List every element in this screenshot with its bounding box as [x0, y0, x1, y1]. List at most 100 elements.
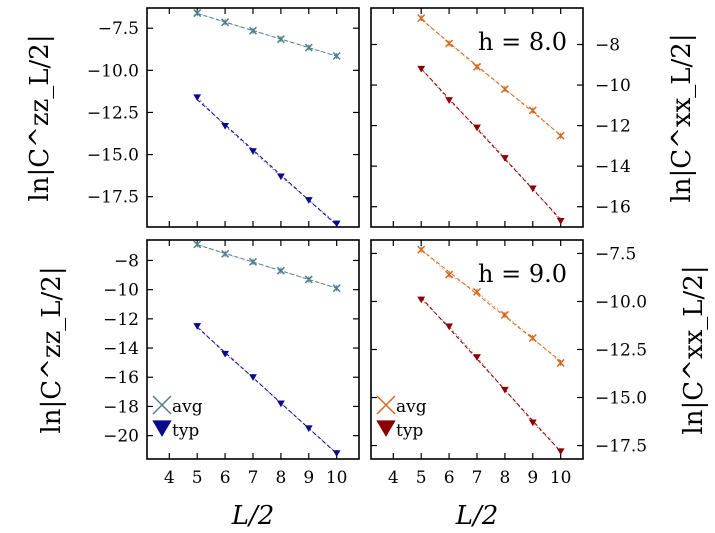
ytick-label-bottom-left-6: −8 [114, 251, 139, 271]
ylabel-right-top: ln|C^xx_L/2| [667, 33, 697, 202]
series-line-bottom-right-avg [420, 249, 561, 364]
xtick-label-bottom-left-9: 9 [303, 468, 314, 488]
point-bottom-right-avg-9 [528, 333, 537, 343]
point-bottom-right-typ-5 [417, 296, 426, 304]
ytick-label-top-right-0: −16 [595, 198, 631, 218]
xtick-label-bottom-right-5: 5 [416, 468, 427, 488]
legend-right-avg-x [376, 395, 396, 415]
series-line-bottom-left-avg [197, 244, 337, 289]
point-bottom-right-typ-8 [500, 386, 509, 394]
panel-bottom-left: 4 5 6 7 8 9 10 −20 −18 −16 −14 −12 −10 −8 [103, 239, 360, 488]
point-top-left-typ-5 [193, 94, 202, 101]
legend-left-typ-triangle [152, 420, 172, 437]
xtick-label-bottom-right-10: 10 [550, 468, 572, 488]
ytick-label-bottom-left-4: −12 [103, 310, 139, 330]
point-top-right-typ-8 [500, 155, 509, 162]
ytick-label-bottom-right-0: −17.5 [595, 437, 647, 457]
ytick-label-bottom-left-1: −18 [103, 397, 139, 417]
legend-right-typ-triangle [376, 420, 396, 437]
xtick-label-bottom-right-7: 7 [472, 468, 483, 488]
ytick-label-top-left-1: −15.0 [87, 146, 139, 166]
ytick-label-bottom-left-0: −20 [103, 427, 139, 447]
panel-bottom-right: 4 5 6 7 8 9 10 −17.5 −15.0 −12.5 −10.0 −7.5 [370, 239, 647, 488]
point-bottom-right-avg-6 [445, 270, 454, 279]
ytick-label-bottom-left-5: −10 [103, 281, 139, 301]
annotation-h-top: h = 8.0 [478, 28, 567, 56]
xtick-label-bottom-right-8: 8 [499, 468, 510, 488]
point-bottom-right-avg-10 [556, 358, 565, 367]
legend-left: avg typ [152, 395, 203, 441]
legend-left-avg-x [152, 395, 172, 415]
panel-top-left-content: −17.5 −15.0 −12.5 −10.0 −7.5 [87, 8, 359, 228]
panel-top-left: −17.5 −15.0 −12.5 −10.0 −7.5 [87, 7, 360, 228]
ytick-label-top-right-2: −12 [595, 117, 631, 137]
point-top-right-typ-5 [417, 65, 426, 73]
ytick-label-bottom-left-2: −16 [103, 368, 139, 388]
fit-line-bottom-right-avg [420, 249, 561, 362]
fit-line-top-right-typ [420, 68, 562, 220]
point-bottom-right-avg-7 [472, 287, 482, 296]
xtick-label-bottom-left-7: 7 [248, 468, 259, 488]
point-bottom-left-avg-10 [332, 284, 341, 293]
ylabel-left-bottom: ln|C^zz_L/2| [37, 266, 67, 433]
point-top-left-typ-8 [276, 173, 285, 181]
panel-top-left-frame [146, 7, 360, 228]
xtick-label-bottom-left-8: 8 [275, 468, 286, 488]
ytick-label-top-left-2: −12.5 [87, 103, 139, 123]
point-top-left-avg-5 [193, 9, 202, 18]
legend-right-avg-marker [376, 395, 396, 415]
ytick-label-bottom-right-1: −15.0 [595, 389, 647, 409]
point-top-left-typ-7 [249, 148, 257, 155]
point-top-left-typ-6 [221, 122, 230, 130]
point-bottom-left-typ-7 [249, 374, 257, 381]
series-line-top-left-typ [196, 97, 337, 224]
xtick-label-bottom-left-6: 6 [220, 468, 231, 488]
legend-right: avg typ [376, 395, 427, 441]
fit-line-top-left-typ [196, 99, 338, 226]
point-bottom-right-typ-9 [528, 419, 537, 427]
point-top-left-avg-7 [248, 26, 258, 35]
xtick-label-bottom-left-10: 10 [326, 468, 348, 488]
point-top-left-typ-10 [332, 220, 341, 228]
legend-right-typ-marker [376, 420, 396, 437]
point-top-right-avg-7 [472, 62, 482, 71]
series-line-bottom-left-typ [196, 325, 337, 454]
point-bottom-left-typ-6 [221, 350, 230, 358]
fit-line-top-right-avg [420, 18, 562, 136]
legend-right-typ-label: typ [396, 421, 423, 441]
point-top-right-avg-6 [445, 39, 454, 48]
annotation-h-bottom: h = 9.0 [478, 260, 567, 288]
point-bottom-right-typ-6 [445, 323, 454, 331]
ylabel-left-top: ln|C^zz_L/2| [25, 34, 55, 201]
xlabel-right: L/2 [455, 501, 499, 531]
fit-line-bottom-right-typ [420, 297, 562, 452]
legend-left-typ-marker [152, 420, 172, 437]
xtick-label-bottom-right-4: 4 [388, 468, 399, 488]
xtick-label-bottom-right-6: 6 [444, 468, 455, 488]
xlabel-left: L/2 [231, 501, 275, 531]
panel-bottom-right-content: 4 5 6 7 8 9 10 −17.5 −15.0 −12.5 −10.0 −7.5 [371, 240, 647, 488]
point-bottom-left-avg-8 [276, 266, 285, 275]
point-bottom-left-typ-9 [304, 425, 313, 433]
point-bottom-right-avg-5 [417, 245, 426, 254]
point-bottom-right-avg-8 [500, 310, 509, 319]
point-top-right-avg-9 [528, 106, 537, 115]
point-top-left-avg-6 [221, 18, 230, 27]
legend-right-avg-label: avg [396, 397, 427, 417]
point-bottom-left-typ-5 [193, 323, 202, 330]
point-top-right-typ-7 [473, 124, 481, 132]
point-bottom-left-avg-5 [193, 240, 202, 249]
point-top-left-avg-8 [276, 35, 285, 44]
ytick-label-bottom-right-4: −7.5 [595, 244, 636, 264]
point-top-right-avg-10 [556, 131, 565, 140]
panel-top-right-content: −16 −14 −12 −10 −8 [371, 8, 631, 227]
series-line-top-left-avg [197, 12, 337, 57]
point-top-left-typ-9 [304, 197, 313, 204]
ytick-label-top-left-3: −10.0 [87, 61, 139, 81]
series-line-bottom-right-typ [420, 299, 561, 452]
point-bottom-left-avg-6 [221, 249, 230, 258]
point-bottom-left-avg-9 [304, 275, 313, 284]
point-bottom-right-typ-7 [473, 354, 481, 361]
ytick-label-top-right-4: −8 [595, 36, 620, 56]
